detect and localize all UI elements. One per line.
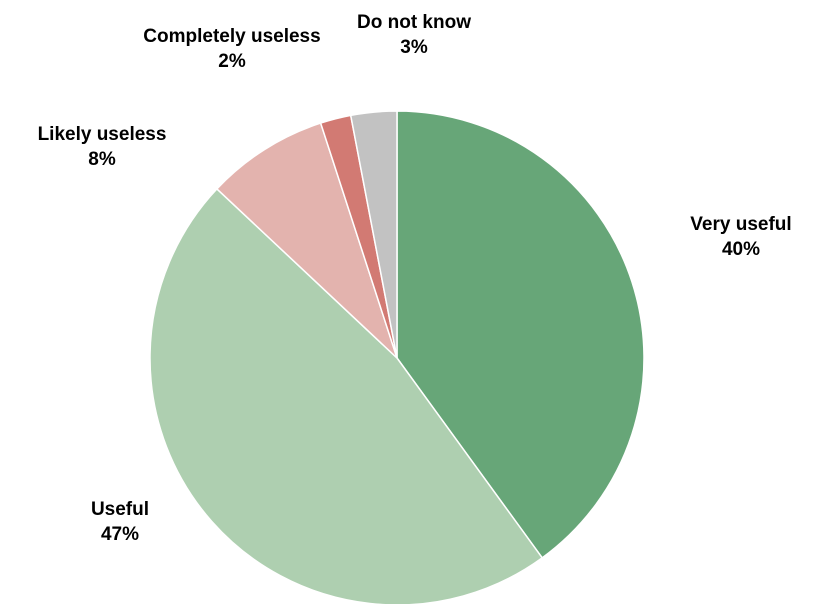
slice-percent-very-useful: 40%	[722, 239, 760, 260]
pie-slice-very-useful	[396, 110, 645, 559]
slices-layer	[149, 110, 645, 604]
slice-name-useful: Useful	[91, 499, 149, 520]
slice-percent-likely-useless: 8%	[88, 149, 116, 170]
slice-percent-do-not-know: 3%	[400, 37, 428, 58]
slice-name-do-not-know: Do not know	[357, 12, 471, 33]
labels-layer: Very useful 40% Useful 47% Likely useless 8% C…	[38, 12, 792, 545]
slice-percent-useful: 47%	[101, 524, 139, 545]
slice-label-useful: Useful 47%	[91, 499, 149, 545]
slice-name-likely-useless: Likely useless	[38, 124, 167, 145]
slice-label-very-useful: Very useful 40%	[690, 214, 791, 260]
pie-slice-useful	[149, 187, 544, 604]
pie-slice-do-not-know	[349, 110, 398, 359]
slice-name-very-useful: Very useful	[690, 214, 791, 235]
slice-label-likely-useless: Likely useless 8%	[38, 124, 167, 170]
pie-slice-likely-useless	[215, 122, 398, 359]
slice-name-completely-useless: Completely useless	[143, 26, 320, 47]
slice-label-do-not-know: Do not know 3%	[357, 12, 471, 58]
slice-label-completely-useless: Completely useless 2%	[143, 26, 320, 72]
slice-percent-completely-useless: 2%	[218, 51, 246, 72]
